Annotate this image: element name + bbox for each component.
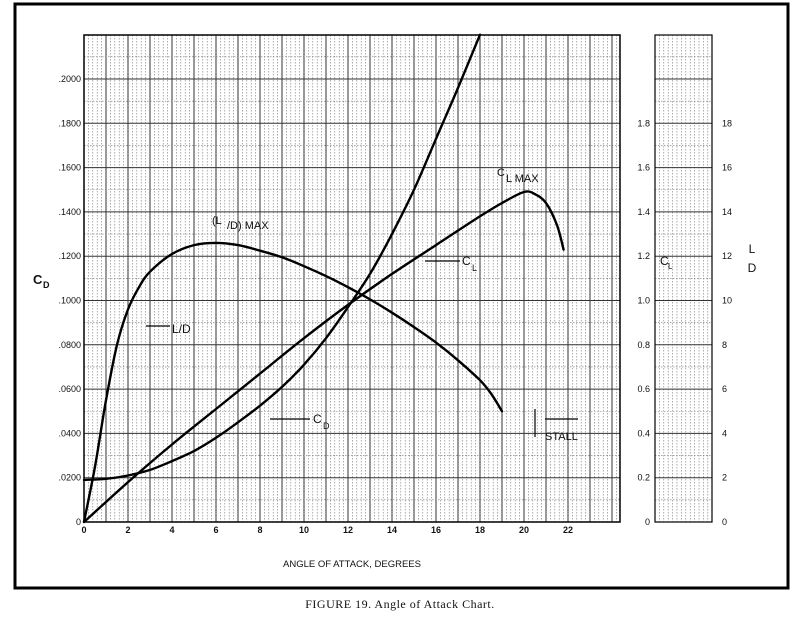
x-tick-label: 22 bbox=[563, 525, 573, 535]
series-line-l_d bbox=[82, 241, 504, 524]
annotation-ldmax: (L bbox=[212, 215, 222, 227]
cd-tick-label: .1200 bbox=[58, 251, 81, 261]
cd-tick-label: .0400 bbox=[58, 428, 81, 438]
cd-tick-label: 0 bbox=[76, 517, 81, 527]
cd-axis-label-sub: D bbox=[43, 280, 50, 290]
x-tick-label: 2 bbox=[125, 525, 130, 535]
annotation-ld: L/D bbox=[172, 322, 191, 336]
cl-tick-label: 1.2 bbox=[637, 251, 650, 261]
plot-frame bbox=[83, 34, 621, 523]
ld-tick-label: 6 bbox=[722, 384, 727, 394]
cd-tick-label: .1800 bbox=[58, 118, 81, 128]
ld-tick-label: 16 bbox=[722, 163, 732, 173]
x-tick-label: 14 bbox=[387, 525, 397, 535]
x-tick-label: 0 bbox=[81, 525, 86, 535]
x-tick-label: 12 bbox=[343, 525, 353, 535]
cd-tick-label: .1400 bbox=[58, 207, 81, 217]
cl-tick-label: 1.4 bbox=[637, 207, 650, 217]
ld-tick-label: 18 bbox=[722, 118, 732, 128]
cl-tick-label: 0.6 bbox=[637, 384, 650, 394]
x-axis-title: ANGLE OF ATTACK, DEGREES bbox=[283, 559, 421, 570]
cd-tick-label: .0800 bbox=[58, 340, 81, 350]
ld-tick-label: 0 bbox=[722, 517, 727, 527]
cd-tick-label: .0200 bbox=[58, 473, 81, 483]
ld-tick-label: 14 bbox=[722, 207, 732, 217]
annotation-cd-sub: D bbox=[323, 421, 330, 431]
cl-tick-label: 1.6 bbox=[637, 163, 650, 173]
cl-tick-label: 1.8 bbox=[637, 118, 650, 128]
x-tick-label: 6 bbox=[213, 525, 218, 535]
grid bbox=[83, 35, 712, 523]
series-layer bbox=[82, 33, 565, 524]
x-tick-label: 4 bbox=[169, 525, 174, 535]
x-tick-label: 16 bbox=[431, 525, 441, 535]
x-tick-label: 18 bbox=[475, 525, 485, 535]
annotation-clmax-rest: L MAX bbox=[506, 173, 539, 185]
cd-axis-label: C bbox=[33, 272, 43, 287]
ld-strip-frame bbox=[654, 34, 713, 523]
figure-caption: FIGURE 19. Angle of Attack Chart. bbox=[305, 597, 495, 611]
cl-tick-label: 0.4 bbox=[637, 428, 650, 438]
annotation-cd: C bbox=[313, 412, 322, 426]
cd-tick-label: .0600 bbox=[58, 384, 81, 394]
cd-tick-label: .1000 bbox=[58, 296, 81, 306]
annotation-stall: STALL bbox=[545, 431, 578, 443]
cl-tick-label: 0 bbox=[645, 517, 650, 527]
cl-axis-label-sub: L bbox=[668, 262, 673, 271]
annotation-clmax: C bbox=[497, 167, 505, 179]
cd-tick-label: .2000 bbox=[58, 74, 81, 84]
annotation-cl-sub: L bbox=[472, 263, 477, 273]
cd-tick-label: .1600 bbox=[58, 163, 81, 173]
ld-tick-label: 10 bbox=[722, 296, 732, 306]
ld-tick-label: 4 bbox=[722, 428, 727, 438]
x-tick-label: 20 bbox=[519, 525, 529, 535]
x-tick-label: 8 bbox=[257, 525, 262, 535]
annotation-ldmax-rest: /D) MAX bbox=[227, 220, 269, 232]
series-line-c_l bbox=[82, 190, 565, 524]
cl-tick-label: 1.0 bbox=[637, 296, 650, 306]
ld-axis-label-top: L bbox=[749, 242, 756, 256]
ld-tick-label: 12 bbox=[722, 251, 732, 261]
cl-tick-label: 0.2 bbox=[637, 473, 650, 483]
series-line-c_d bbox=[82, 33, 482, 482]
ld-axis-label-bottom: D bbox=[748, 261, 757, 275]
ld-tick-label: 8 bbox=[722, 340, 727, 350]
cl-axis-label: C bbox=[660, 254, 669, 268]
chart-border bbox=[13, 2, 790, 590]
x-tick-label: 10 bbox=[299, 525, 309, 535]
ld-tick-label: 2 bbox=[722, 473, 727, 483]
annotation-cl: C bbox=[462, 254, 471, 268]
cl-tick-label: 0.8 bbox=[637, 340, 650, 350]
